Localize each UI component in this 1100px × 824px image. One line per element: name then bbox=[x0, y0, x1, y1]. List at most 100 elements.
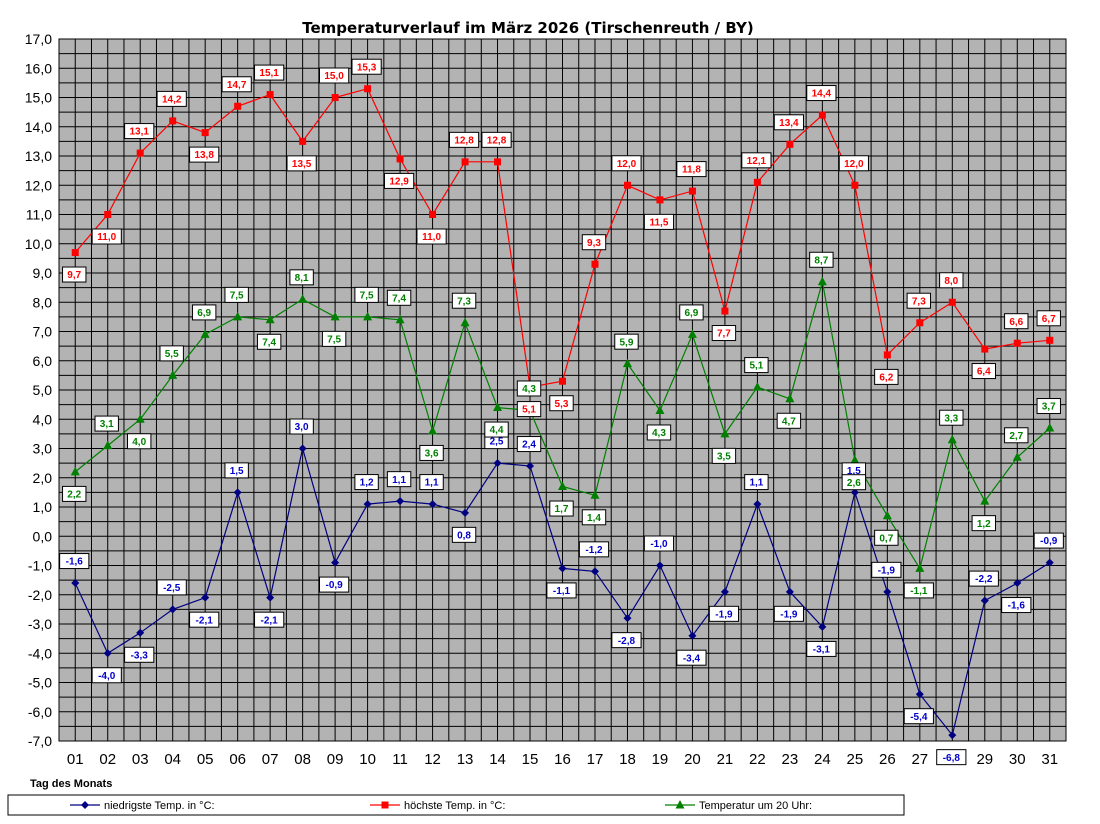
data-label-text: 7,5 bbox=[360, 290, 374, 301]
data-label: 13,1 bbox=[124, 123, 155, 140]
data-label-text: 6,9 bbox=[197, 308, 211, 319]
data-label-box bbox=[936, 749, 967, 766]
data-label: 7,7 bbox=[711, 325, 737, 342]
data-label-text: 7,5 bbox=[327, 334, 341, 345]
data-label-box bbox=[189, 146, 220, 163]
square-marker bbox=[981, 345, 989, 353]
data-label-box bbox=[741, 152, 772, 169]
y-tick-label: 10,0 bbox=[25, 236, 52, 252]
data-label-text: 14,7 bbox=[227, 80, 247, 91]
x-tick-label: 29 bbox=[976, 751, 993, 768]
chart-title: Temperaturverlauf im März 2026 (Tirschen… bbox=[302, 19, 753, 37]
triangle-marker bbox=[200, 329, 210, 338]
data-label: 1,1 bbox=[744, 474, 769, 491]
data-label-text: 5,9 bbox=[620, 337, 634, 348]
square-marker bbox=[136, 149, 144, 157]
data-label-box bbox=[319, 576, 350, 593]
diamond-marker bbox=[428, 500, 437, 509]
data-label: 8,7 bbox=[809, 251, 834, 268]
triangle-marker bbox=[168, 370, 178, 379]
data-label: 7,5 bbox=[354, 286, 379, 303]
data-label-box bbox=[319, 67, 350, 84]
data-label-box bbox=[838, 155, 869, 172]
data-label-text: 1,1 bbox=[392, 475, 406, 486]
data-label: 1,2 bbox=[971, 515, 996, 532]
data-label-box bbox=[971, 363, 996, 380]
data-label-box bbox=[578, 541, 610, 558]
y-tick-label: 13,0 bbox=[25, 148, 52, 164]
square-marker bbox=[948, 298, 956, 306]
triangle-marker bbox=[752, 382, 762, 391]
data-label: -1,9 bbox=[773, 605, 804, 622]
data-label-box bbox=[711, 325, 737, 342]
data-label: 6,9 bbox=[679, 304, 704, 321]
data-label-box bbox=[451, 526, 477, 543]
data-label-box bbox=[676, 649, 707, 666]
data-label: 0,8 bbox=[451, 526, 477, 543]
diamond-marker bbox=[201, 593, 210, 602]
x-tick-label: 16 bbox=[554, 751, 571, 768]
triangle-marker bbox=[103, 440, 113, 450]
diamond-marker bbox=[980, 596, 989, 605]
y-axis-ticks: 17,0 16,0 15,0 14,0 13,0 12,0 11,0 10,0 9,0 8,0 7,… bbox=[25, 31, 52, 749]
data-label: 7,5 bbox=[224, 286, 249, 303]
data-label-text: 11,0 bbox=[97, 232, 116, 243]
data-label: -0,9 bbox=[1033, 532, 1064, 549]
data-label: 12,0 bbox=[838, 155, 869, 172]
data-label-box bbox=[646, 424, 672, 441]
legend-label: Temperatur um 20 Uhr: bbox=[699, 800, 812, 812]
diamond-marker bbox=[850, 488, 859, 497]
data-label-box bbox=[549, 500, 574, 517]
data-label: 12,8 bbox=[481, 131, 512, 148]
data-label-text: 2,2 bbox=[67, 490, 81, 501]
data-label-text: 7,7 bbox=[717, 329, 731, 340]
square-marker bbox=[591, 260, 599, 268]
x-tick-label: 02 bbox=[99, 751, 116, 768]
data-label-box bbox=[286, 155, 317, 172]
x-tick-label: 13 bbox=[457, 751, 474, 768]
data-label: 4,7 bbox=[776, 412, 802, 429]
x-tick-label: 31 bbox=[1041, 751, 1058, 768]
data-label-text: 13,4 bbox=[779, 118, 799, 129]
data-label-box bbox=[354, 286, 379, 303]
data-label: 1,7 bbox=[549, 500, 574, 517]
data-label-box bbox=[481, 131, 512, 148]
x-tick-label: 18 bbox=[619, 751, 636, 768]
data-label-text: -3,4 bbox=[683, 653, 701, 664]
data-label: 7,4 bbox=[256, 333, 282, 350]
triangle-marker bbox=[395, 314, 405, 324]
data-label: 9,3 bbox=[581, 234, 607, 251]
x-tick-label: 07 bbox=[262, 751, 279, 768]
square-marker bbox=[299, 137, 307, 145]
y-tick-label: 12,0 bbox=[25, 177, 52, 193]
data-label-box bbox=[254, 64, 285, 81]
data-label-text: 12,9 bbox=[389, 177, 409, 188]
data-label-box bbox=[806, 640, 837, 657]
data-label-text: 14,2 bbox=[162, 95, 182, 106]
square-marker bbox=[883, 351, 891, 359]
data-label-text: 6,2 bbox=[879, 373, 893, 384]
diamond-marker bbox=[1045, 558, 1054, 567]
data-label-text: -1,6 bbox=[1008, 601, 1026, 612]
data-label: 13,5 bbox=[286, 155, 317, 172]
data-label: 4,3 bbox=[516, 380, 542, 397]
data-label-box bbox=[744, 357, 769, 374]
data-label-text: 11,5 bbox=[649, 217, 668, 228]
x-axis-ticks: 01 02 03 04 05 06 07 08 09 10 11 12 13 14 15 16 17 18 19 20… bbox=[67, 751, 1058, 768]
data-label-text: 3,0 bbox=[295, 422, 309, 433]
y-tick-label: 15,0 bbox=[25, 90, 52, 106]
data-label: 11,5 bbox=[643, 213, 675, 230]
data-label-text: -1,0 bbox=[650, 539, 668, 550]
data-label: -1,9 bbox=[708, 605, 740, 622]
data-label-box bbox=[386, 471, 412, 488]
data-label-text: 5,1 bbox=[749, 361, 763, 372]
data-label-text: 1,5 bbox=[230, 466, 244, 477]
data-label-text: 12,0 bbox=[844, 159, 864, 170]
data-label-box bbox=[643, 535, 675, 552]
data-label-text: 0,7 bbox=[879, 533, 893, 544]
data-label-box bbox=[419, 474, 444, 491]
data-label-box bbox=[256, 333, 282, 350]
data-label-box bbox=[416, 228, 447, 245]
y-tick-label: 2,0 bbox=[33, 470, 53, 486]
square-marker bbox=[916, 319, 924, 327]
